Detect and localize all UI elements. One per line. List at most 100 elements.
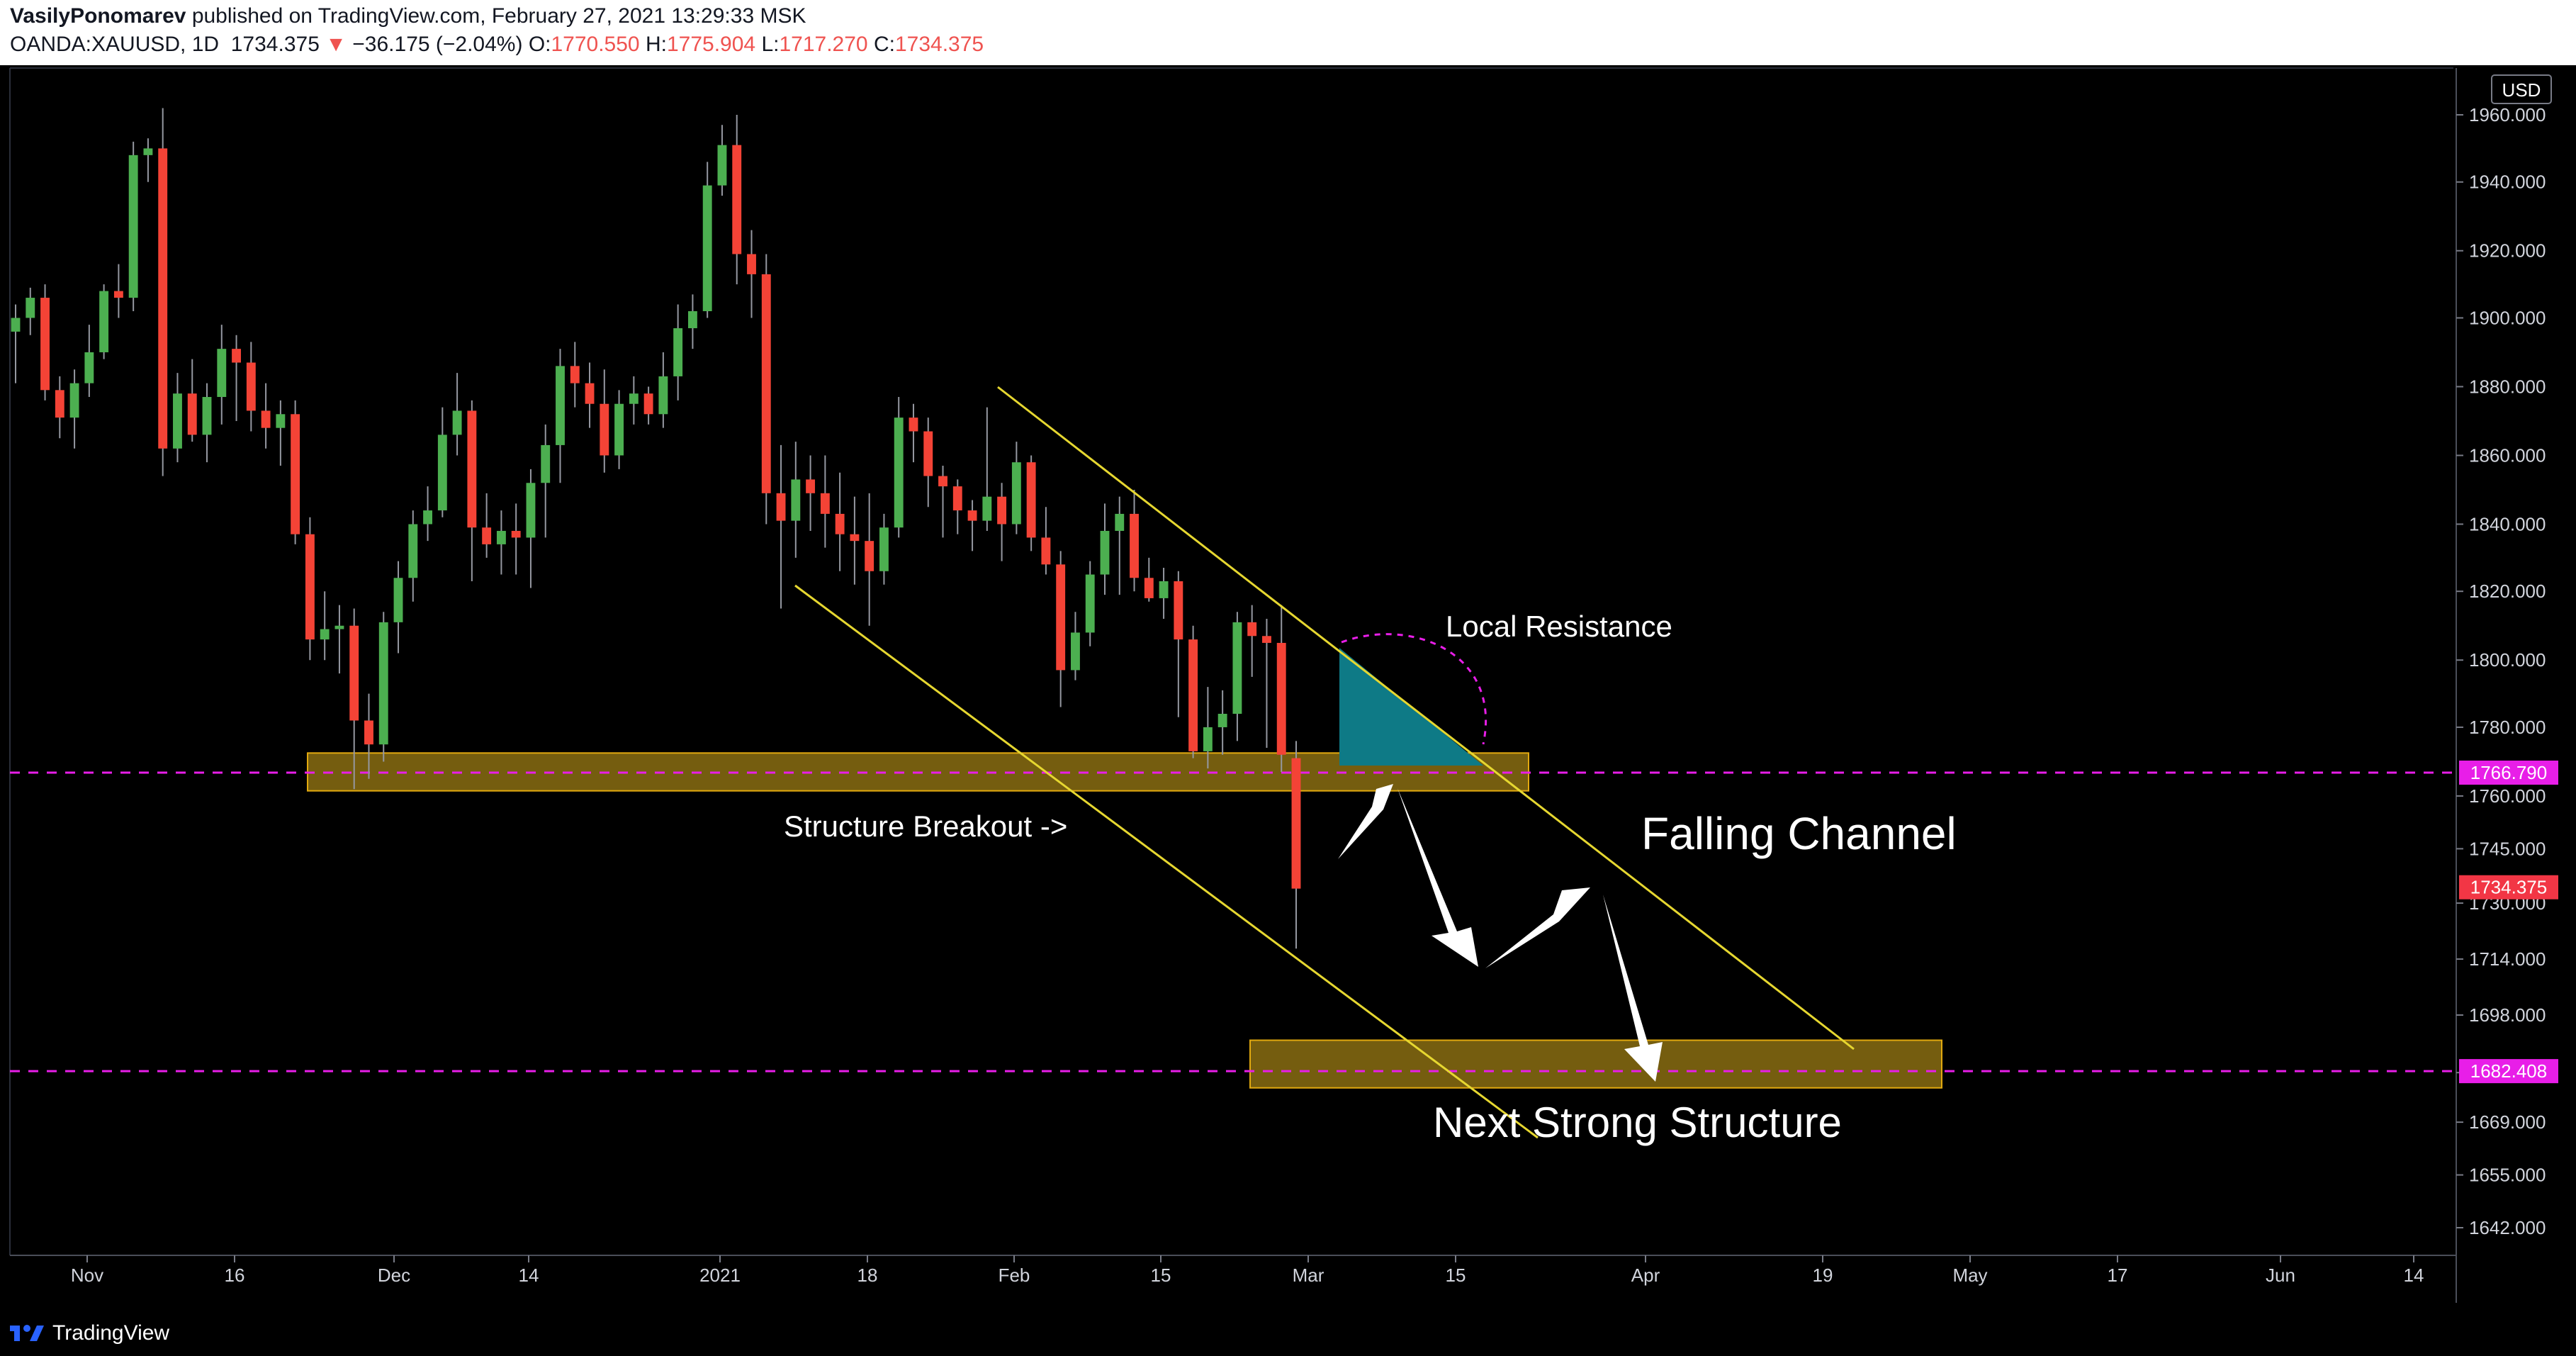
tradingview-logo-icon[interactable]: [9, 1318, 45, 1344]
candle-body: [291, 414, 300, 534]
candle: [40, 284, 50, 400]
candle: [556, 349, 565, 483]
open-label: O:: [528, 33, 551, 56]
time-tick-label: 14: [519, 1265, 539, 1286]
candle-body: [143, 148, 153, 155]
candle: [1159, 568, 1169, 620]
candle: [1115, 496, 1125, 595]
high-label: H:: [645, 33, 667, 56]
price-tick-label: 1920.000: [2469, 240, 2546, 262]
candle: [850, 496, 860, 585]
last-price-badge: 1734.375: [2459, 875, 2558, 900]
candle: [291, 400, 300, 544]
structure-zone-2[interactable]: [1249, 1039, 1942, 1089]
candle-body: [128, 155, 138, 298]
candle-body: [982, 496, 992, 521]
candle: [747, 230, 756, 318]
candle: [673, 304, 683, 400]
price-tick-label: 1880.000: [2469, 376, 2546, 397]
candle: [1026, 455, 1036, 551]
candle-body: [1100, 530, 1110, 575]
candle-body: [879, 527, 889, 571]
candle-body: [952, 486, 962, 511]
level1-price: 1766.790: [2470, 762, 2547, 783]
publish-info: VasilyPonomarev published on TradingView…: [10, 4, 806, 28]
candle-body: [408, 524, 418, 578]
candle: [982, 407, 992, 531]
horizontal-levels: [10, 771, 2456, 1072]
candle-body: [806, 479, 816, 493]
symbol-label[interactable]: OANDA:XAUUSD, 1D: [10, 33, 220, 56]
time-tick-label: Jun: [2266, 1265, 2295, 1286]
candle: [408, 510, 418, 602]
candle-body: [1291, 758, 1301, 889]
candle-body: [614, 403, 624, 456]
candle-body: [570, 366, 580, 383]
candle: [923, 418, 933, 508]
channel-lower-line[interactable]: [794, 584, 1539, 1139]
price-tick-label: 1655.000: [2469, 1165, 2546, 1186]
candle: [909, 403, 918, 463]
candle-body: [26, 298, 35, 318]
candle: [305, 517, 315, 661]
arrow-down-2-icon: [1603, 895, 1663, 1082]
price-axis[interactable]: 1960.000 1940.000 1920.000 1900.000 1880.000…: [2456, 104, 2546, 1238]
currency-label: USD: [2502, 79, 2541, 101]
candle: [1217, 690, 1227, 755]
candle: [717, 125, 727, 196]
time-tick-label: 2021: [699, 1265, 741, 1286]
candle-body: [850, 534, 860, 542]
candle-body: [334, 625, 344, 629]
candle: [173, 373, 182, 463]
price-tick-label: 1860.000: [2469, 444, 2546, 466]
time-axis[interactable]: Nov 16 Dec 14 2021 18 Feb 15 Mar 15 Apr 19 May 17 Jun 1…: [71, 1255, 2424, 1286]
candle-body: [629, 393, 639, 404]
candle: [437, 407, 447, 517]
time-tick-label: 18: [857, 1265, 878, 1286]
candle: [261, 383, 271, 449]
price-tick-label: 1960.000: [2469, 104, 2546, 125]
candle: [658, 352, 668, 428]
candle: [232, 335, 241, 421]
candle-body: [1130, 513, 1139, 578]
ohlc-legend: OANDA:XAUUSD, 1D 1734.375 ▼ −36.175 (−2.…: [10, 33, 984, 57]
channel-upper-line[interactable]: [997, 386, 1855, 1050]
currency-box[interactable]: [2491, 74, 2552, 104]
candle: [732, 115, 742, 285]
candle: [276, 400, 286, 466]
candle: [217, 325, 227, 425]
candle-body: [658, 376, 668, 415]
arrow-up-2-icon: [1485, 887, 1590, 968]
candle-body: [1071, 632, 1080, 671]
candle-body: [69, 383, 79, 418]
candle-body: [673, 328, 683, 376]
price-tick-label: 1698.000: [2469, 1004, 2546, 1026]
candle: [55, 376, 64, 439]
candle: [1144, 557, 1154, 602]
candle-body: [1232, 622, 1242, 715]
candle: [26, 287, 35, 335]
candle-body: [1041, 537, 1051, 565]
candle-body: [1011, 462, 1021, 525]
candle: [187, 359, 197, 442]
candle-body: [1174, 581, 1183, 640]
price-tick-label: 1714.000: [2469, 948, 2546, 970]
high-value: 1775.904: [666, 33, 756, 56]
candle: [776, 444, 786, 609]
price-chart[interactable]: Local Resistance Structure Breakout -> F…: [0, 65, 2576, 1310]
candle: [702, 162, 712, 318]
candle-body: [11, 318, 21, 332]
candle-body: [835, 513, 845, 534]
candle-body: [84, 352, 94, 383]
time-tick-label: 15: [1151, 1265, 1171, 1286]
candle-body: [173, 393, 182, 449]
candle: [1174, 571, 1183, 717]
footer-brand[interactable]: TradingView: [52, 1321, 170, 1345]
candle: [1247, 605, 1257, 677]
open-value: 1770.550: [551, 33, 640, 56]
author-name[interactable]: VasilyPonomarev: [10, 4, 186, 28]
time-tick-label: 15: [1446, 1265, 1466, 1286]
candle-body: [776, 493, 786, 521]
candle: [511, 503, 521, 575]
candle: [393, 561, 403, 654]
